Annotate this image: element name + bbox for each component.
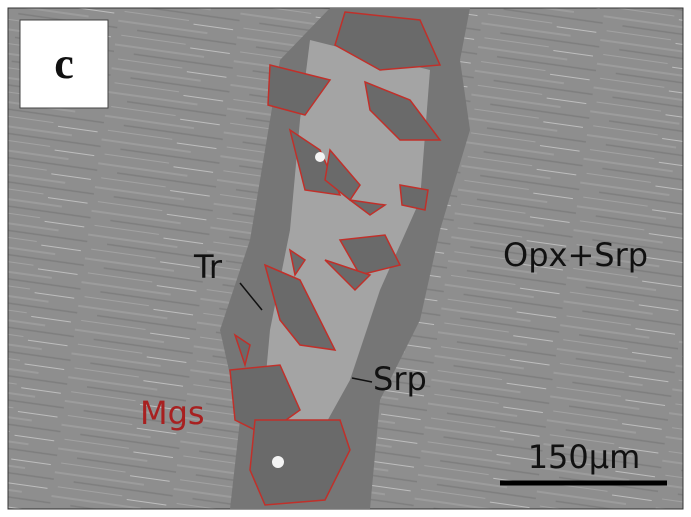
pointer	[239, 282, 263, 311]
label-mgs: Mgs	[140, 394, 205, 432]
bright-spot	[315, 152, 325, 162]
label-opx-srp: Opx+Srp	[503, 236, 648, 274]
label-tr: Tr	[193, 248, 223, 286]
label-srp: Srp	[373, 360, 427, 398]
panel-label: c	[54, 39, 74, 88]
scale-bar-label: 150µm	[528, 438, 641, 476]
panel-label-box	[19, 19, 109, 109]
pointer	[351, 377, 373, 383]
magnesite-grains	[229, 11, 442, 506]
bright-spot	[272, 456, 284, 468]
